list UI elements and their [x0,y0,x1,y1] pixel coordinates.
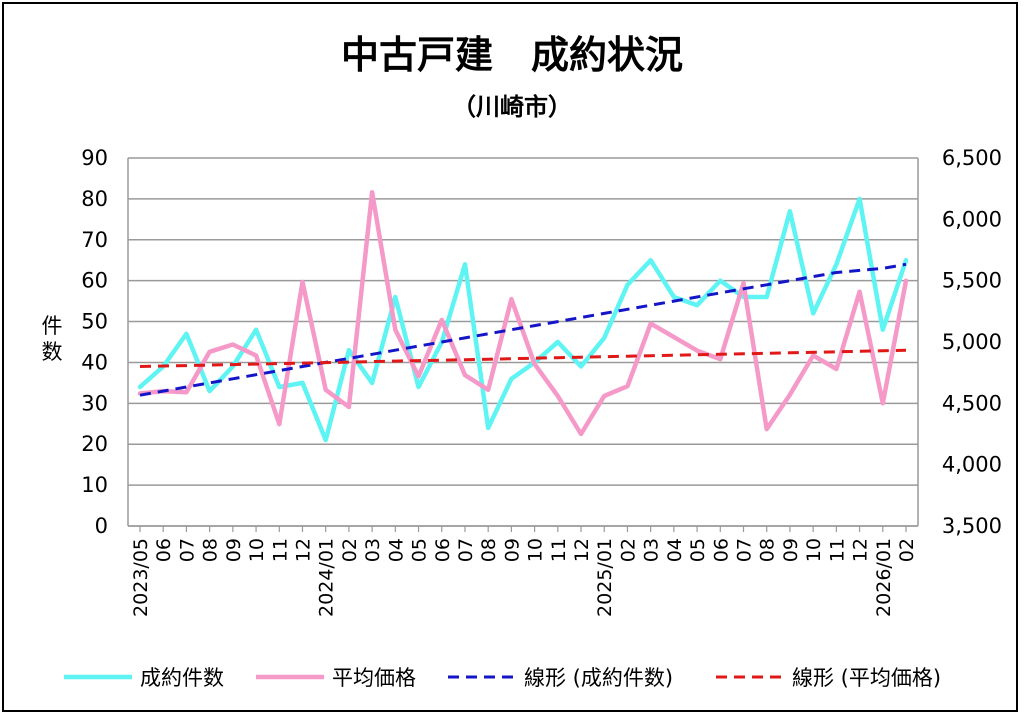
x-tick-label: 04 [664,538,686,562]
y-right-tick-label: 3,500 [942,514,1002,538]
x-tick-label: 12 [292,538,314,562]
y-left-tick-label: 40 [81,350,108,374]
y-right-tick-label: 5,000 [942,330,1002,354]
y-right-tick-label: 5,500 [942,269,1002,293]
x-tick-label: 09 [223,538,245,562]
series-line-2 [137,190,909,437]
x-tick-label: 05 [409,538,431,562]
y-left-tick-label: 30 [81,391,108,415]
x-tick-label: 07 [455,538,477,562]
y-right-tick-label: 6,000 [942,207,1002,231]
legend-label-4: 線形 (平均価格) [792,666,941,690]
x-tick-label: 10 [246,538,268,562]
x-tick-label: 2025/01 [594,538,616,617]
y-right-tick-label: 6,500 [942,146,1002,170]
legend-label-1: 成約件数 [140,666,224,690]
y-axis-title-char: 数 [42,340,63,364]
y-left-tick-label: 70 [81,228,108,252]
x-tick-label: 03 [641,538,663,562]
x-tick-label: 08 [757,538,779,562]
y-left-tick-label: 60 [81,269,108,293]
x-tick-label: 10 [525,538,547,562]
x-tick-label: 08 [200,538,222,562]
x-tick-label: 04 [385,538,407,562]
series-line-4 [139,348,907,368]
x-tick-label: 12 [571,538,593,562]
y-axis-title: 件数 [42,314,63,364]
x-tick-label: 06 [710,538,732,562]
x-tick-label: 11 [269,538,291,562]
y-left-tick-label: 50 [81,310,108,334]
series-layer [137,190,909,443]
x-tick-label: 08 [478,538,500,562]
x-tick-label: 02 [339,538,361,562]
x-tick-label: 11 [826,538,848,562]
x-tick-label: 12 [850,538,872,562]
y-left-tick-label: 20 [81,432,108,456]
legend-label-2: 平均価格 [332,666,416,690]
y-right-tick-label: 4,500 [942,391,1002,415]
x-tick-label: 07 [176,538,198,562]
y-left-tick-label: 0 [95,514,108,538]
x-tick-label: 2023/05 [130,538,152,617]
chart-subtitle: （川崎市） [452,93,572,121]
y-left-tick-label: 90 [81,146,108,170]
x-tick-label: 02 [617,538,639,562]
x-tick-label: 06 [153,538,175,562]
x-tick-label: 2026/01 [873,538,895,617]
y-axis-title-char: 件 [42,314,63,338]
x-tick-label: 09 [780,538,802,562]
x-tick-label: 06 [432,538,454,562]
x-tick-label: 02 [896,538,918,562]
y-left-tick-label: 10 [81,473,108,497]
y-left-tick-label: 80 [81,187,108,211]
x-tick-label: 2024/01 [316,538,338,617]
legend-label-3: 線形 (成約件数) [524,666,673,690]
x-tick-label: 09 [501,538,523,562]
legend: 成約件数 平均価格 線形 (成約件数) 線形 (平均価格) [64,666,941,690]
chart-title: 中古戸建 成約状況 [341,33,683,77]
x-tick-label: 11 [548,538,570,562]
x-tick-label: 05 [687,538,709,562]
x-tick-label: 10 [803,538,825,562]
x-tick-label: 03 [362,538,384,562]
tick-layer: 0 10 20 30 40 50 60 70 80 90 3,500 4,000 4,500 5,000 5… [81,146,1002,617]
series-line-3 [139,262,907,397]
series-line-1 [137,196,909,443]
x-tick-label: 07 [734,538,756,562]
y-right-tick-label: 4,000 [942,453,1002,477]
